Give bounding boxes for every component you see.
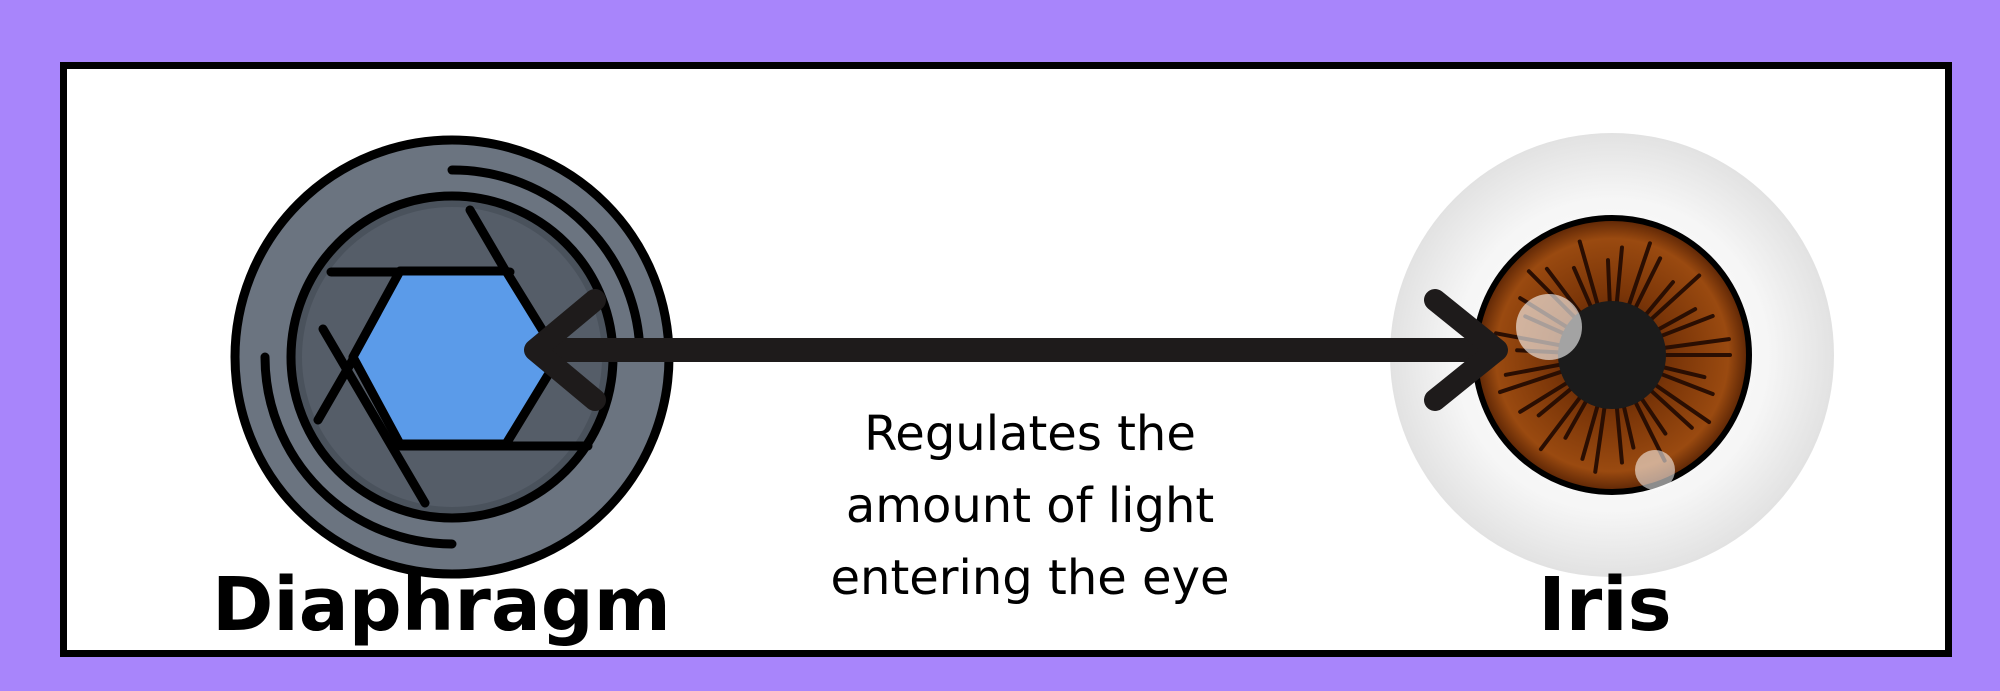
- iris-fibre: [1626, 241, 1652, 310]
- iris-fibre: [1653, 307, 1698, 333]
- iris-fibre: [1563, 396, 1590, 440]
- iris-fibre: [1646, 273, 1702, 324]
- iris-fibre: [1642, 280, 1675, 319]
- iris-fibre: [1571, 265, 1594, 312]
- iris-fibre: [1658, 364, 1707, 380]
- iris-fibre: [1593, 402, 1607, 474]
- iris-fibre: [1518, 379, 1572, 414]
- iris-fibre: [1536, 384, 1576, 418]
- caption-line-2: amount of light: [845, 478, 1215, 534]
- iris-fibre: [1656, 313, 1715, 339]
- iris-fibre: [1651, 381, 1712, 425]
- iris-fibre: [1621, 401, 1636, 450]
- caption-line-3: entering the eye: [830, 550, 1230, 606]
- caption-line-1: Regulates the: [864, 406, 1196, 462]
- iris-fibre: [1577, 239, 1601, 309]
- iris-fibre: [1503, 362, 1565, 377]
- eye-iris-icon: [1390, 133, 1834, 577]
- iris-fibre: [1638, 394, 1668, 436]
- iris-fibre: [1632, 397, 1667, 463]
- iris-fibre: [1544, 266, 1584, 318]
- iris-fibre: [1632, 256, 1663, 313]
- iris-fibre: [1656, 371, 1715, 397]
- iris-fibre: [1538, 392, 1584, 452]
- iris-label: Iris: [1538, 562, 1672, 648]
- iris-fibre: [1646, 386, 1694, 430]
- iris-fibre: [1605, 258, 1612, 308]
- caption-text: Regulates the amount of light entering t…: [780, 398, 1280, 614]
- iris-fibre: [1614, 245, 1624, 308]
- iris-fibre: [1580, 401, 1601, 461]
- diaphragm-label: Diaphragm: [212, 562, 671, 648]
- iris-fibre: [1614, 402, 1624, 465]
- camera-aperture-icon: [230, 135, 674, 579]
- double-headed-arrow-icon: [524, 289, 1508, 411]
- iris-fibre: [1659, 337, 1731, 351]
- iris-fibre: [1497, 368, 1567, 395]
